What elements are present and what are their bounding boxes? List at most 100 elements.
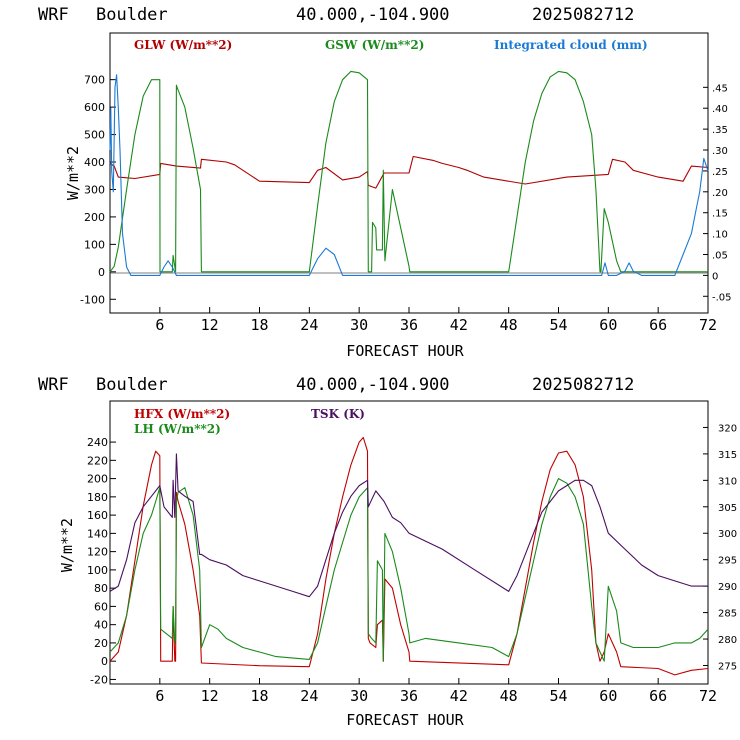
series-line-2 (109, 74, 709, 276)
x-tick-label: 66 (649, 316, 667, 334)
y-axis-label-top: W/m**2 (64, 146, 82, 200)
x-tick-label: 42 (450, 316, 468, 334)
series-bottom (109, 436, 709, 676)
header-init: 2025082712 (532, 5, 634, 25)
y-axis-label-bottom: W/m**2 (58, 518, 76, 572)
x-tick-label: 66 (649, 687, 667, 705)
header-init-2: 2025082712 (532, 375, 634, 395)
y-tick-label: 80 (94, 582, 108, 595)
y-tick-label: 240 (87, 436, 108, 449)
y-tick-label: 0 (98, 266, 105, 279)
y2-tick-label: 280 (718, 635, 737, 646)
y-tick-label: 600 (84, 101, 105, 114)
y2-tick-label: .35 (712, 125, 728, 136)
x-tick-label: 24 (300, 316, 318, 334)
y-tick-label: -20 (90, 673, 108, 686)
y-ticks-bottom: -20 0 20 40 60 80 100 120 140 160 180 200 220 240 (87, 436, 116, 686)
y2-tick-label: 285 (718, 609, 737, 620)
series-top (109, 70, 709, 276)
x-axis-label-top: FORECAST HOUR (346, 342, 464, 360)
y-tick-label: 180 (87, 491, 108, 504)
series-line-1 (109, 70, 708, 273)
y-tick-label: 400 (84, 156, 105, 169)
y-tick-label: 500 (84, 129, 105, 142)
series-line-0 (109, 155, 709, 189)
x-tick-label: 30 (350, 687, 368, 705)
y2-tick-label: .05 (712, 250, 728, 261)
y2-tick-label: .30 (712, 146, 728, 157)
y-tick-label: 60 (94, 600, 108, 613)
legend-gsw: GSW (W/m**2) (325, 38, 424, 52)
header-model-2: WRF (38, 375, 69, 395)
x-tick-label: 48 (500, 316, 518, 334)
y-tick-label: 200 (87, 473, 108, 486)
header-site: Boulder (96, 5, 168, 25)
y-tick-label: 160 (87, 509, 108, 522)
y2-tick-label: 0 (712, 271, 718, 282)
y2-tick-label: -.05 (712, 292, 732, 303)
y-tick-label: 120 (87, 546, 108, 559)
x-tick-label: 18 (250, 316, 268, 334)
x-tick-label: 42 (450, 687, 468, 705)
y2-tick-label: .20 (712, 188, 728, 199)
y-tick-label: 100 (84, 238, 105, 251)
y-tick-label: 300 (84, 183, 105, 196)
x-tick-label: 36 (400, 316, 418, 334)
x-tick-label: 48 (500, 687, 518, 705)
legend-lh: LH (W/m**2) (134, 422, 221, 436)
x-ticks-top: 6 12 18 24 30 36 42 48 54 60 66 72 (155, 307, 717, 334)
y-tick-label: 200 (84, 211, 105, 224)
panel-bottom: WRF Boulder 40.000,-104.900 2025082712 W… (38, 375, 737, 729)
x-tick-label: 72 (699, 687, 717, 705)
x-tick-label: 60 (599, 316, 617, 334)
y2-tick-label: .40 (712, 104, 728, 115)
y2-tick-label: 315 (718, 450, 737, 461)
x-tick-label: 12 (201, 316, 219, 334)
header-coords: 40.000,-104.900 (296, 5, 450, 25)
y2-tick-label: .45 (712, 83, 728, 94)
y2-tick-label: 300 (718, 529, 737, 540)
x-tick-label: 72 (699, 316, 717, 334)
y2-tick-label: .25 (712, 167, 728, 178)
y2-tick-label: 310 (718, 476, 737, 487)
y-tick-label: 0 (101, 655, 108, 668)
y-ticks-top: -100 0 100 200 300 400 500 600 700 (80, 74, 116, 306)
header-site-2: Boulder (96, 375, 168, 395)
series-line-0 (109, 436, 709, 676)
x-ticks-bottom: 6 12 18 24 30 36 42 48 54 60 66 72 (155, 678, 717, 705)
y2-tick-label: 305 (718, 503, 737, 514)
y-tick-label: 220 (87, 454, 108, 467)
legend-tsk: TSK (K) (311, 407, 365, 421)
y-tick-label: 20 (94, 637, 108, 650)
header-model: WRF (38, 5, 69, 25)
legend-glw: GLW (W/m**2) (134, 38, 232, 52)
y2-tick-label: 295 (718, 556, 737, 567)
x-tick-label: 12 (201, 687, 219, 705)
x-tick-label: 60 (599, 687, 617, 705)
x-tick-label: 30 (350, 316, 368, 334)
y2-ticks-top: -.05 0 .05 .10 .15 .20 .25 .30 .35 .40 .45 (703, 83, 732, 303)
y2-tick-label: .15 (712, 209, 728, 220)
x-tick-label: 54 (549, 687, 567, 705)
x-tick-label: 54 (549, 316, 567, 334)
header-coords-2: 40.000,-104.900 (296, 375, 450, 395)
y-tick-label: 100 (87, 564, 108, 577)
legend-cloud: Integrated cloud (mm) (494, 38, 648, 52)
series-line-2 (109, 453, 708, 598)
y-tick-label: 40 (94, 619, 108, 632)
x-tick-label: 36 (400, 687, 418, 705)
panel-top: WRF Boulder 40.000,-104.900 2025082712 W… (38, 5, 732, 360)
legend-hfx: HFX (W/m**2) (134, 407, 230, 421)
x-tick-label: 24 (300, 687, 318, 705)
x-axis-label-bottom: FORECAST HOUR (346, 711, 464, 729)
y2-tick-label: 275 (718, 661, 737, 672)
x-tick-label: 6 (155, 316, 164, 334)
y-tick-label: -100 (80, 293, 105, 306)
x-tick-label: 6 (155, 687, 164, 705)
y2-ticks-bottom: 275 280 285 290 295 300 305 310 315 320 (703, 423, 737, 672)
x-tick-label: 18 (250, 687, 268, 705)
series-line-1 (109, 478, 709, 662)
y2-tick-label: .10 (712, 230, 728, 241)
y-tick-label: 700 (84, 74, 105, 87)
